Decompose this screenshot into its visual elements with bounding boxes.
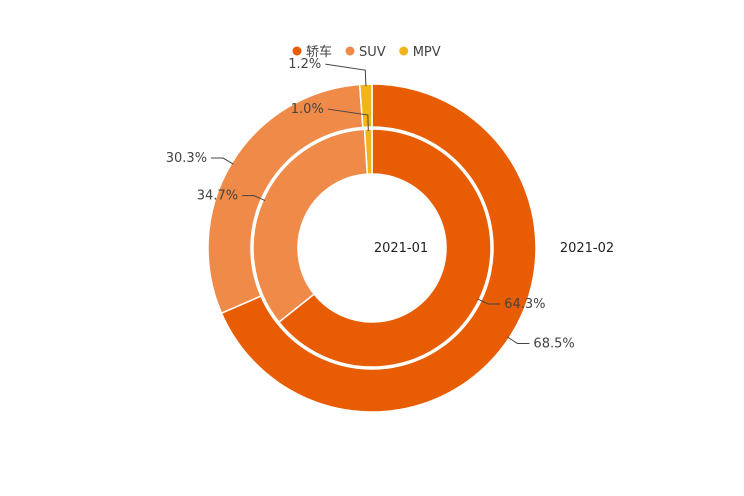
legend-marker-轿车 — [292, 46, 302, 56]
label-outer-SUV: 30.3% — [166, 151, 207, 166]
label-inner-MPV: 1.0% — [291, 102, 324, 117]
slice-outer-轿车[interactable] — [220, 83, 537, 413]
label-outer-MPV: 1.2% — [288, 57, 321, 72]
legend-label-轿车[interactable]: 轿车 — [306, 44, 332, 60]
leader-inner-SUV — [242, 195, 266, 201]
leader-inner-MPV — [327, 108, 369, 132]
legend-marker-MPV — [399, 46, 409, 56]
slice-outer-MPV[interactable] — [358, 83, 373, 129]
leader-outer-MPV — [325, 63, 367, 87]
leader-outer-轿车 — [507, 336, 530, 345]
slice-inner-MPV[interactable] — [363, 128, 373, 175]
inner-ring-label: 2021-01 — [374, 241, 428, 256]
legend-label-SUV[interactable]: SUV — [359, 45, 386, 60]
label-inner-轿车: 64.3% — [504, 297, 545, 312]
label-inner-SUV: 34.7% — [197, 189, 238, 204]
slice-inner-SUV[interactable] — [252, 128, 369, 324]
leader-outer-SUV — [211, 157, 234, 165]
legend-marker-SUV — [345, 46, 355, 56]
leader-inner-轿车 — [477, 298, 501, 305]
legend: 轿车 SUV MPV — [292, 44, 441, 60]
data-labels: 64.3% 34.7% 1.0% 68.5% 30.3% 1.2% — [166, 57, 575, 351]
slice-inner-轿车[interactable] — [277, 128, 492, 368]
leader-lines — [211, 63, 530, 345]
slices — [207, 83, 537, 413]
outer-ring-label: 2021-02 — [560, 241, 614, 256]
label-outer-轿车: 68.5% — [533, 337, 574, 352]
legend-label-MPV[interactable]: MPV — [413, 45, 441, 60]
